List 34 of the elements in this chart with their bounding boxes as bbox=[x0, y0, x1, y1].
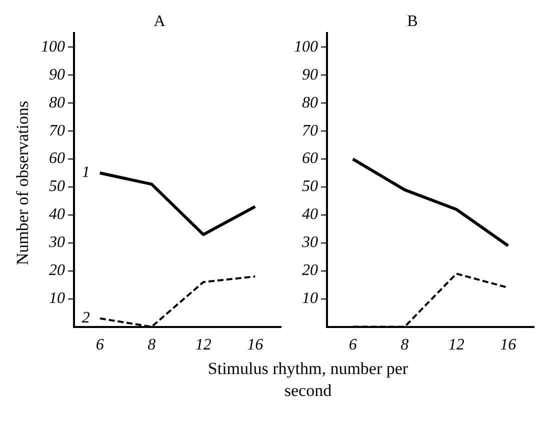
y-tick-label: 60 bbox=[302, 150, 318, 168]
y-tick-label: 70 bbox=[302, 122, 318, 140]
y-tick-label: 20 bbox=[302, 262, 318, 280]
y-tick-label: 90 bbox=[302, 66, 318, 84]
series-label: 2 bbox=[82, 310, 90, 327]
y-tick-label: 40 bbox=[49, 206, 65, 224]
x-tick-label: 12 bbox=[448, 336, 464, 354]
y-tick-label: 90 bbox=[49, 66, 65, 84]
y-tick-label: 80 bbox=[49, 94, 65, 112]
y-tick-label: 30 bbox=[301, 234, 318, 252]
y-tick-label: 100 bbox=[294, 38, 318, 56]
y-tick-label: 50 bbox=[49, 178, 65, 196]
y-tick-label: 50 bbox=[302, 178, 318, 196]
x-tick-label: 8 bbox=[148, 336, 156, 354]
y-tick-label: 10 bbox=[302, 290, 318, 308]
x-tick-label: 6 bbox=[348, 336, 357, 354]
y-tick-label: 30 bbox=[48, 234, 65, 252]
x-tick-label: 8 bbox=[400, 336, 409, 354]
y-tick-label: 20 bbox=[49, 262, 65, 280]
y-tick-label: 70 bbox=[49, 122, 65, 140]
x-tick-label: 12 bbox=[195, 336, 212, 354]
x-axis-title: Stimulus rhythm, number per second bbox=[206, 358, 410, 402]
x-tick-label: 16 bbox=[500, 336, 516, 354]
y-tick-label: 80 bbox=[302, 94, 318, 112]
x-tick-label: 6 bbox=[96, 336, 104, 354]
y-axis-title: Number of observations bbox=[13, 100, 33, 266]
chart-title: B bbox=[407, 12, 418, 30]
series-label: 1 bbox=[82, 164, 90, 182]
chart-title: A bbox=[154, 12, 166, 30]
y-tick-label: 100 bbox=[41, 38, 65, 56]
y-tick-label: 40 bbox=[302, 206, 318, 224]
y-tick-label: 10 bbox=[49, 290, 65, 308]
y-tick-label: 60 bbox=[49, 150, 65, 168]
x-tick-label: 16 bbox=[247, 336, 264, 354]
